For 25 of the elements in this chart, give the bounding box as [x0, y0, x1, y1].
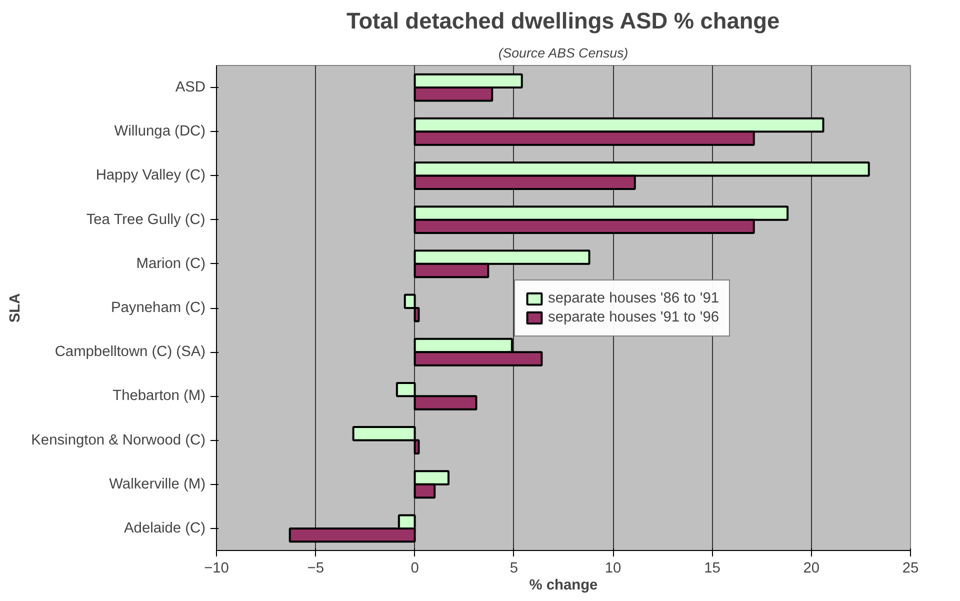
y-tick-label: Marion (C) [136, 256, 206, 272]
y-tick-label: Kensington & Norwood (C) [31, 432, 206, 448]
x-tick-label: 25 [902, 560, 919, 576]
y-tick-label: Campbelltown (C) (SA) [54, 344, 206, 360]
legend-label: separate houses '91 to '96 [548, 309, 719, 325]
y-tick-label: Walkerville (M) [109, 476, 206, 492]
y-tick-label: ASD [175, 80, 206, 96]
x-tick-label: 5 [510, 560, 518, 576]
x-tick-label: 15 [704, 560, 720, 576]
y-tick-label: Payneham (C) [111, 300, 206, 316]
chart-subtitle: (Source ABS Census) [498, 46, 628, 60]
x-tick-label: 20 [803, 560, 820, 576]
y-tick-label: Adelaide (C) [124, 520, 206, 536]
x-tick-label: 0 [410, 560, 419, 576]
y-tick-label: Tea Tree Gully (C) [86, 212, 206, 228]
x-axis-title: % change [529, 578, 598, 594]
legend-label: separate houses '86 to '91 [548, 290, 719, 306]
x-tick-label: −10 [204, 560, 229, 576]
x-tick-label: −5 [307, 560, 324, 576]
y-tick-label: Thebarton (M) [112, 388, 206, 404]
chart-title: Total detached dwellings ASD % change [346, 8, 780, 34]
y-axis-title: SLA [8, 292, 24, 323]
y-tick-label: Happy Valley (C) [96, 168, 206, 184]
x-tick-label: 10 [604, 560, 622, 576]
y-tick-label: Willunga (DC) [114, 124, 206, 140]
